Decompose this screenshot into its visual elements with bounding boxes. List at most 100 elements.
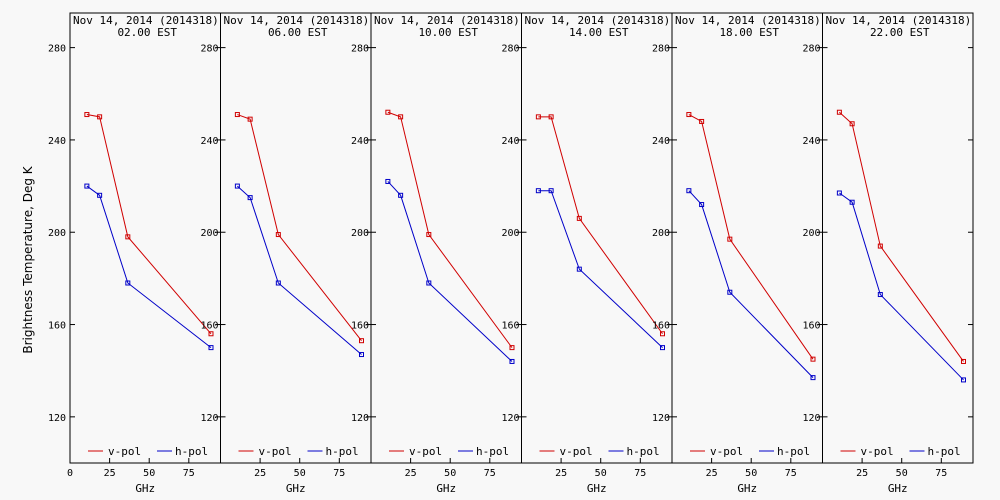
v-pol-point: [727, 236, 733, 242]
panel-1: Nov 14, 2014 (2014318)02.00 EST 120 160 200…: [48, 12, 221, 495]
v-pol-point: [810, 356, 816, 362]
h-pol-point: [535, 188, 541, 194]
v-pol-point: [836, 109, 842, 115]
panel-title: Nov 14, 2014 (2014318): [675, 14, 821, 27]
v-pol-point: [849, 121, 855, 127]
h-pol-line: [538, 190, 663, 348]
y-tick-label: 240: [802, 136, 820, 147]
x-tick-label: 25: [405, 468, 417, 479]
v-pol-line: [688, 114, 814, 360]
y-tick-label: 200: [351, 228, 369, 239]
v-pol-point: [699, 118, 705, 124]
legend-v-label: v-pol: [710, 445, 743, 458]
v-pol-point: [535, 114, 541, 120]
y-tick-label: 200: [652, 228, 670, 239]
h-pol-point: [426, 280, 432, 286]
panel-3: Nov 14, 2014 (2014318)10.00 EST 120 160 200…: [351, 12, 522, 495]
y-tick-label: 280: [48, 44, 66, 55]
h-pol-point: [358, 352, 364, 358]
x-tick-label: 75: [484, 468, 496, 479]
panel-title: Nov 14, 2014 (2014318): [224, 14, 370, 27]
x-tick-label: 0: [67, 468, 73, 479]
h-pol-point: [208, 345, 214, 351]
x-axis-label: GHz: [286, 482, 306, 495]
panel-frame: [671, 12, 823, 464]
v-pol-point: [548, 114, 554, 120]
x-axis-label: GHz: [135, 482, 155, 495]
y-tick-label: 240: [351, 136, 369, 147]
x-tick-label: 50: [143, 468, 155, 479]
x-tick-label: 75: [333, 468, 345, 479]
v-pol-point: [960, 358, 966, 364]
panel-frame: [69, 12, 221, 464]
y-tick-label: 280: [802, 44, 820, 55]
y-tick-label: 240: [501, 136, 519, 147]
panel-frame: [822, 12, 974, 464]
y-tick-label: 280: [351, 44, 369, 55]
h-pol-point: [398, 192, 404, 198]
y-tick-label: 160: [200, 321, 218, 332]
v-pol-point: [877, 243, 883, 249]
y-tick-label: 240: [48, 136, 66, 147]
h-pol-point: [509, 358, 515, 364]
v-pol-line: [538, 116, 663, 335]
h-pol-point: [877, 292, 883, 298]
y-tick-label: 120: [48, 413, 66, 424]
v-pol-point: [84, 112, 90, 118]
panel-4: Nov 14, 2014 (2014318)14.00 EST 120 160 200…: [501, 12, 673, 495]
h-pol-point: [576, 266, 582, 272]
v-pol-point: [97, 114, 103, 120]
v-pol-point: [208, 331, 214, 337]
x-tick-label: 25: [555, 468, 567, 479]
legend-v-label: v-pol: [861, 445, 894, 458]
panel-title: Nov 14, 2014 (2014318): [525, 14, 671, 27]
x-tick-label: 50: [745, 468, 757, 479]
panel-5: Nov 14, 2014 (2014318)18.00 EST 120 160 200…: [652, 12, 823, 495]
x-tick-label: 75: [935, 468, 947, 479]
x-tick-label: 50: [595, 468, 607, 479]
v-pol-line: [86, 114, 212, 335]
h-pol-point: [659, 345, 665, 351]
panel-time: 06.00 EST: [268, 26, 328, 39]
y-tick-label: 200: [200, 228, 218, 239]
h-pol-point: [699, 202, 705, 208]
v-pol-point: [125, 234, 131, 240]
x-tick-label: 25: [254, 468, 266, 479]
y-tick-label: 240: [652, 136, 670, 147]
x-tick-label: 75: [785, 468, 797, 479]
panel-frame: [220, 12, 372, 464]
legend-v-label: v-pol: [108, 445, 141, 458]
h-pol-point: [234, 183, 240, 189]
h-pol-point: [686, 188, 692, 194]
x-tick-label: 50: [444, 468, 456, 479]
legend-v-label: v-pol: [259, 445, 292, 458]
h-pol-point: [727, 289, 733, 295]
panel-title: Nov 14, 2014 (2014318): [826, 14, 972, 27]
v-pol-point: [509, 345, 515, 351]
v-pol-point: [398, 114, 404, 120]
y-tick-label: 200: [501, 228, 519, 239]
legend-h-label: h-pol: [777, 445, 810, 458]
y-tick-label: 280: [200, 44, 218, 55]
h-pol-point: [385, 178, 391, 184]
panel-time: 22.00 EST: [870, 26, 930, 39]
x-axis-label: GHz: [436, 482, 456, 495]
legend-h-label: h-pol: [627, 445, 660, 458]
v-pol-point: [659, 331, 665, 337]
h-pol-line: [387, 181, 513, 362]
x-axis-label: GHz: [888, 482, 908, 495]
panel-frame: [370, 12, 522, 464]
panel-time: 02.00 EST: [117, 26, 177, 39]
panel-frame: [521, 12, 673, 464]
y-tick-label: 200: [48, 228, 66, 239]
v-pol-point: [426, 232, 432, 238]
legend-h-label: h-pol: [175, 445, 208, 458]
x-tick-label: 25: [706, 468, 718, 479]
v-pol-point: [247, 116, 253, 122]
h-pol-point: [960, 377, 966, 383]
y-tick-label: 120: [802, 413, 820, 424]
y-tick-label: 280: [652, 44, 670, 55]
y-tick-label: 120: [200, 413, 218, 424]
x-tick-label: 25: [856, 468, 868, 479]
